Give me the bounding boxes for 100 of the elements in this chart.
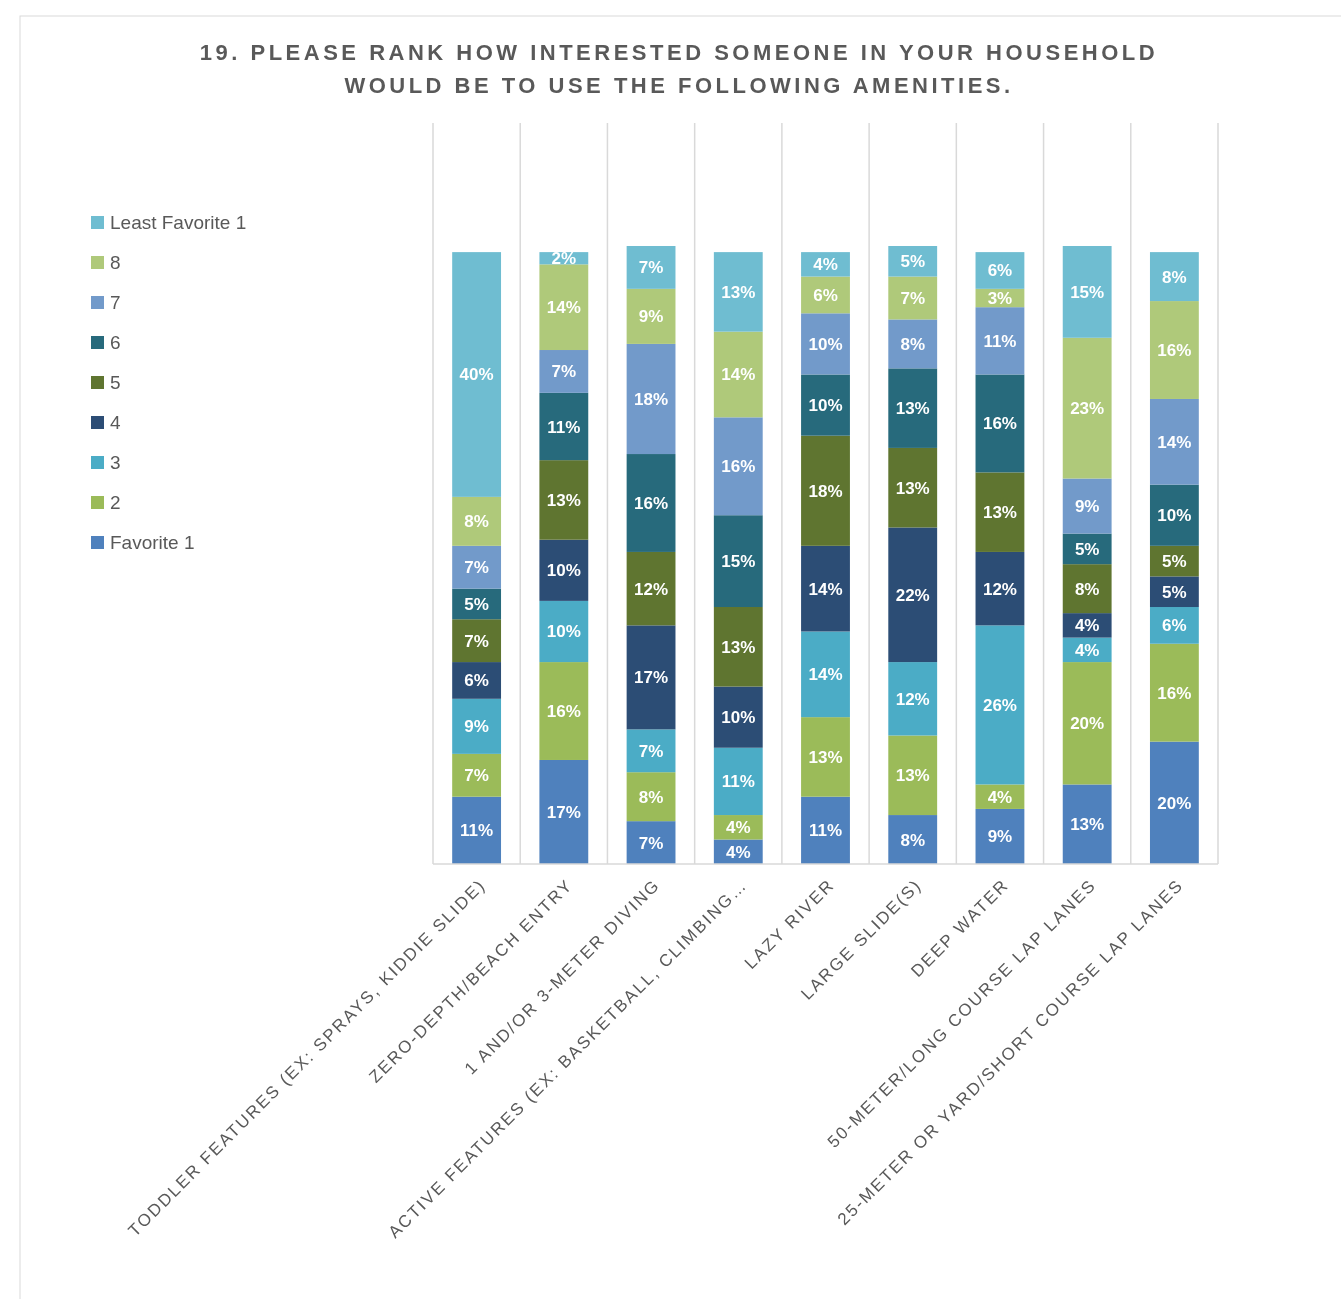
data-label: 16% <box>634 493 669 513</box>
data-label: 3% <box>987 289 1013 309</box>
data-label: 5% <box>1162 552 1187 572</box>
data-label: 13% <box>546 490 581 510</box>
data-label: 11% <box>460 821 494 841</box>
data-label: 12% <box>634 579 669 599</box>
bar <box>539 662 589 760</box>
data-label: 7% <box>464 631 489 651</box>
data-label: 6% <box>1162 616 1187 636</box>
data-label: 6% <box>987 261 1013 281</box>
data-label: 13% <box>1070 815 1105 835</box>
bar <box>1149 741 1199 864</box>
data-label: 26% <box>982 695 1017 715</box>
bar <box>1149 398 1199 485</box>
bar <box>1149 301 1199 399</box>
bar <box>713 252 763 332</box>
data-label: 13% <box>895 766 930 786</box>
bar <box>1149 643 1199 742</box>
bar <box>539 600 589 663</box>
bar <box>626 454 676 552</box>
data-label: 9% <box>987 827 1013 847</box>
data-label: 4% <box>1074 616 1100 636</box>
bar <box>452 252 502 497</box>
bar <box>452 698 502 754</box>
bar <box>975 307 1025 375</box>
data-label: 6% <box>464 671 489 691</box>
data-label: 16% <box>1157 341 1192 361</box>
bar <box>1062 337 1112 479</box>
data-label: 16% <box>546 702 581 722</box>
data-label: 8% <box>638 787 664 807</box>
bar <box>452 796 502 864</box>
data-label: 7% <box>638 741 664 761</box>
data-label: 14% <box>1157 432 1192 452</box>
bar <box>975 374 1025 473</box>
bar <box>713 747 763 816</box>
legend-label: 8 <box>110 252 121 273</box>
data-label: 13% <box>721 282 756 302</box>
data-label: 7% <box>551 362 577 382</box>
bar <box>626 551 676 626</box>
bar <box>452 619 502 663</box>
data-label: 15% <box>721 552 756 572</box>
bar <box>801 796 850 864</box>
data-label: 13% <box>895 399 930 419</box>
data-label: 8% <box>900 334 926 354</box>
data-label: 16% <box>1157 683 1192 703</box>
data-label: 11% <box>721 772 755 792</box>
bar <box>1062 478 1112 534</box>
bar <box>975 551 1025 626</box>
bar <box>1062 564 1112 614</box>
legend-label: 7 <box>110 292 121 313</box>
data-label: 5% <box>900 252 926 272</box>
bar <box>626 625 676 730</box>
data-label: 15% <box>1070 282 1105 302</box>
data-label: 2% <box>551 249 577 269</box>
data-label: 13% <box>895 478 930 498</box>
data-label: 16% <box>721 457 756 477</box>
data-label: 14% <box>721 365 756 385</box>
bar <box>888 276 938 320</box>
bar <box>801 717 850 797</box>
bar <box>801 313 850 375</box>
legend-label: Least Favorite 1 <box>110 212 247 233</box>
data-label: 10% <box>721 708 756 728</box>
legend-label: Favorite 1 <box>110 532 195 553</box>
data-label: 7% <box>464 558 489 578</box>
data-label: 17% <box>634 668 669 688</box>
bar <box>801 435 850 546</box>
data-label: 10% <box>546 622 581 642</box>
bar <box>1062 784 1112 864</box>
data-label: 20% <box>1070 714 1105 734</box>
data-label: 12% <box>982 579 1017 599</box>
data-label: 5% <box>1074 539 1100 559</box>
bar <box>452 496 502 546</box>
data-label: 9% <box>638 307 664 327</box>
data-label: 7% <box>638 258 664 278</box>
bar <box>713 686 763 748</box>
data-label: 4% <box>725 842 751 862</box>
data-label: 8% <box>464 512 489 532</box>
data-label: 7% <box>638 833 664 853</box>
data-label: 11% <box>547 417 581 437</box>
data-label: 23% <box>1070 399 1105 419</box>
bar <box>452 545 502 589</box>
data-label: 14% <box>808 579 843 599</box>
data-label: 9% <box>464 717 489 737</box>
bar <box>801 374 850 436</box>
bar <box>539 759 589 864</box>
legend-label: 5 <box>110 372 121 393</box>
data-label: 10% <box>546 561 581 581</box>
bar <box>1062 662 1112 785</box>
data-label: 8% <box>1074 579 1100 599</box>
bar <box>626 288 676 344</box>
bar <box>626 343 676 455</box>
bar <box>1149 252 1199 302</box>
bar <box>975 472 1025 552</box>
data-label: 14% <box>546 298 581 318</box>
bar <box>713 331 763 418</box>
bar <box>888 319 938 369</box>
bar <box>626 729 676 773</box>
data-label: 11% <box>983 331 1017 351</box>
legend-label: 6 <box>110 332 121 353</box>
bar <box>888 368 938 448</box>
